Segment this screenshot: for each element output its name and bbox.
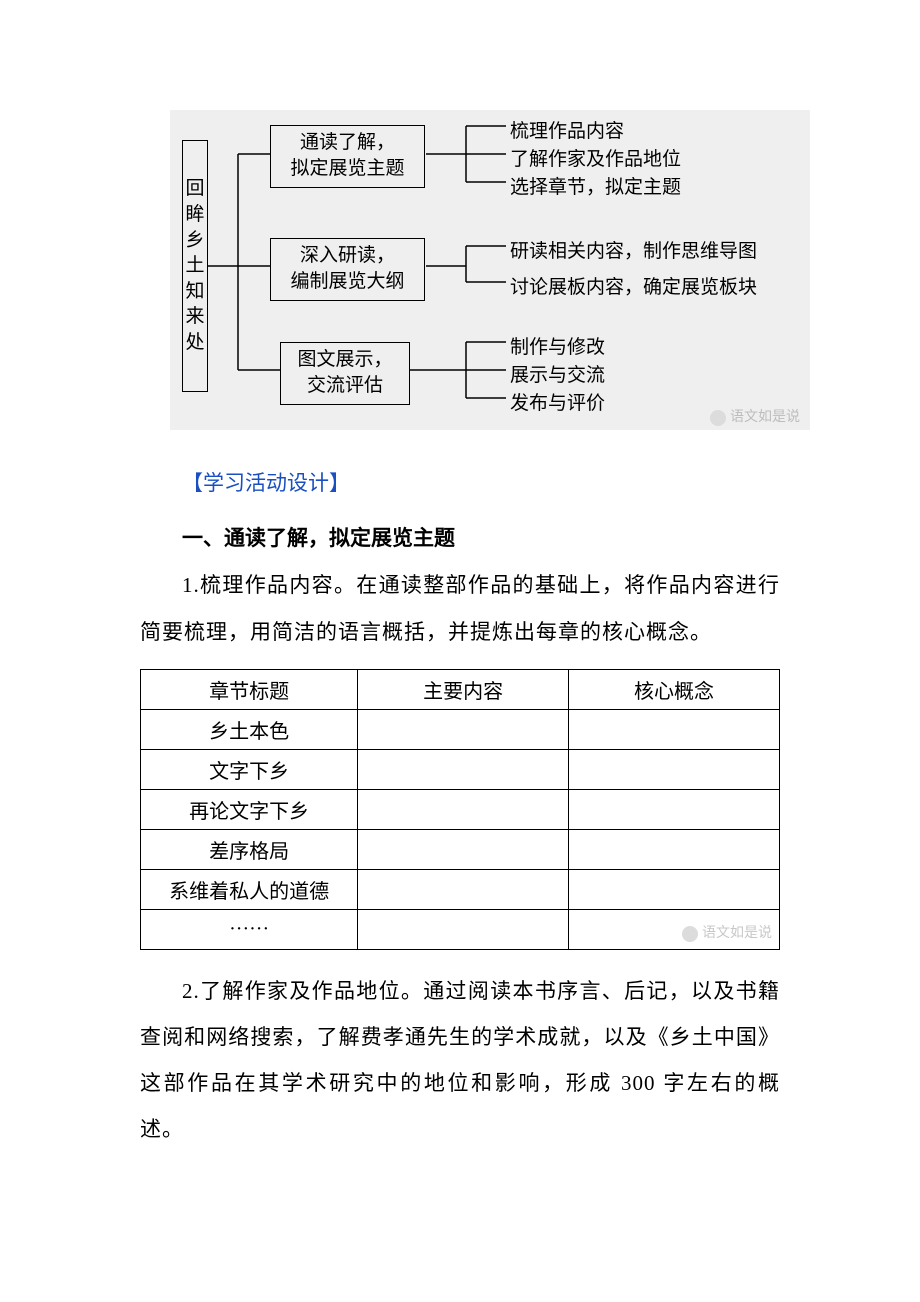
chapter-table-wrap: 章节标题 主要内容 核心概念 乡土本色 文字下乡 再论文字下乡 xyxy=(140,669,780,950)
table-row: 再论文字下乡 xyxy=(141,789,780,829)
th-content: 主要内容 xyxy=(358,669,569,709)
stage-3-line1: 图文展示， xyxy=(295,347,395,373)
table-row: 系维着私人的道德 xyxy=(141,869,780,909)
study-flow-diagram: 回 眸 乡 土 知 来 处 通读了解， 拟定展览主题 深入研读， 编制展览大纲 … xyxy=(170,110,810,430)
leaf-1-1: 梳理作品内容 xyxy=(510,116,624,143)
paragraph-2: 2.了解作家及作品地位。通过阅读本书序言、后记，以及书籍查阅和网络搜索，了解费孝… xyxy=(140,968,780,1153)
table-watermark: 语文如是说 xyxy=(682,922,772,942)
chapter-table: 章节标题 主要内容 核心概念 乡土本色 文字下乡 再论文字下乡 xyxy=(140,669,780,950)
table-row: 乡土本色 xyxy=(141,709,780,749)
leaf-3-2: 展示与交流 xyxy=(510,360,605,387)
stage-1-line1: 通读了解， xyxy=(285,130,410,156)
wechat-icon xyxy=(682,926,698,942)
table-header-row: 章节标题 主要内容 核心概念 xyxy=(141,669,780,709)
section-1-title: 一、通读了解，拟定展览主题 xyxy=(182,516,780,562)
leaf-3-1: 制作与修改 xyxy=(510,332,605,359)
table-row: 文字下乡 xyxy=(141,749,780,789)
diagram-root-text: 回 眸 乡 土 知 来 处 xyxy=(185,176,204,355)
section-tag: 【学习活动设计】 xyxy=(182,460,780,506)
leaf-1-3: 选择章节，拟定主题 xyxy=(510,172,681,199)
diagram-watermark: 语文如是说 xyxy=(710,406,800,426)
stage-3-line2: 交流评估 xyxy=(295,373,395,399)
stage-2: 深入研读， 编制展览大纲 xyxy=(270,238,425,301)
th-concept: 核心概念 xyxy=(569,669,780,709)
leaf-3-3: 发布与评价 xyxy=(510,388,605,415)
th-chapter: 章节标题 xyxy=(141,669,358,709)
stage-1: 通读了解， 拟定展览主题 xyxy=(270,125,425,188)
stage-3: 图文展示， 交流评估 xyxy=(280,342,410,405)
stage-2-line1: 深入研读， xyxy=(285,243,410,269)
leaf-1-2: 了解作家及作品地位 xyxy=(510,144,681,171)
leaf-2-2: 讨论展板内容，确定展览板块 xyxy=(510,272,757,299)
stage-1-line2: 拟定展览主题 xyxy=(285,156,410,182)
stage-2-line2: 编制展览大纲 xyxy=(285,269,410,295)
table-row: 差序格局 xyxy=(141,829,780,869)
wechat-icon xyxy=(710,410,726,426)
paragraph-1: 1.梳理作品内容。在通读整部作品的基础上，将作品内容进行简要梳理，用简洁的语言概… xyxy=(140,562,780,654)
leaf-2-1: 研读相关内容，制作思维导图 xyxy=(510,236,757,263)
diagram-root: 回 眸 乡 土 知 来 处 xyxy=(182,140,208,392)
diagram-connectors xyxy=(170,110,810,430)
